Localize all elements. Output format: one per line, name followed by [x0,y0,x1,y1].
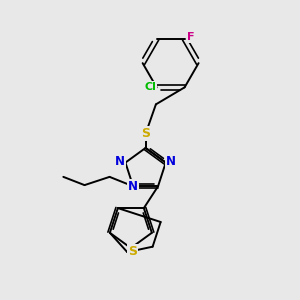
Text: S: S [141,127,150,140]
Text: F: F [187,32,195,42]
Text: N: N [115,154,125,168]
Text: N: N [166,154,176,168]
Text: S: S [128,245,137,258]
Text: Cl: Cl [144,82,156,92]
Text: N: N [128,180,138,193]
